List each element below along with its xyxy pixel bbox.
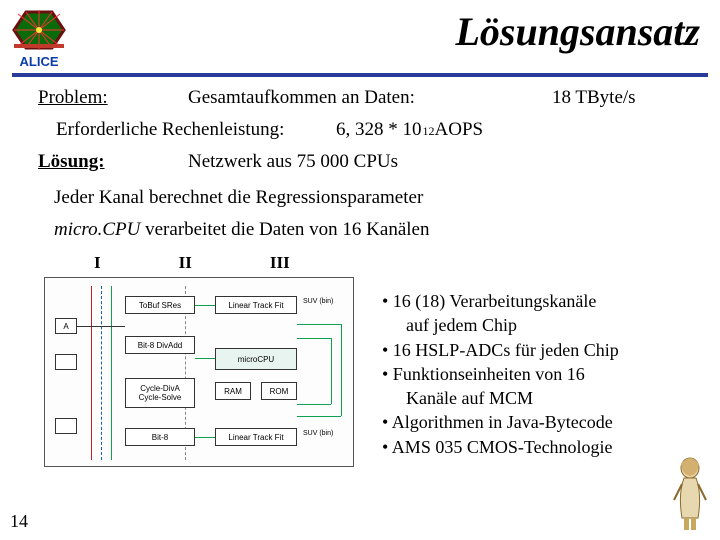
diag-suv1: SUV (bin) — [303, 298, 333, 305]
diag-ltf1: Linear Track Fit — [215, 296, 297, 314]
diag-suv2: SUV (bin) — [303, 430, 333, 437]
diag-rom: ROM — [261, 382, 297, 400]
microcpu-line: micro.CPU verarbeitet die Daten von 16 K… — [0, 219, 720, 241]
slide-title: Lösungsansatz — [86, 8, 708, 55]
logo-text: ALICE — [20, 54, 59, 69]
solution-label: Lösung: — [38, 151, 188, 173]
logo-block: ALICE — [12, 8, 66, 69]
diag-tobuf: ToBuf SRes — [125, 296, 195, 314]
page-number: 14 — [10, 511, 28, 532]
comp-base: 6, 328 * 10 — [336, 119, 422, 141]
solution-row: Lösung: Netzwerk aus 75 000 CPUs — [38, 151, 682, 173]
diag-cycle: Cycle-DivA Cycle-Solve — [125, 378, 195, 408]
comp-unit: AOPS — [435, 119, 484, 141]
microcpu-rest: verarbeitet die Daten von 16 Kanälen — [140, 219, 429, 240]
data-throughput-value: 18 TByte/s — [552, 87, 682, 109]
roman-1: I — [94, 253, 101, 273]
horizontal-rule — [12, 73, 708, 77]
bullet-item: • AMS 035 CMOS-Technologie — [378, 435, 708, 459]
roman-labels: I II III — [0, 253, 720, 273]
diag-microcpu: microCPU — [215, 348, 297, 370]
block-diagram: A ToBuf SRes Bit-8 DivAdd Cycle-DivA Cyc… — [44, 277, 354, 467]
regression-line: Jeder Kanal berechnet die Regressionspar… — [0, 187, 720, 209]
bullet-item: • Funktionseinheiten von 16 — [378, 362, 708, 386]
diag-bit8: Bit-8 DivAdd — [125, 336, 195, 354]
bullet-item: • Algorithmen in Java-Bytecode — [378, 410, 708, 434]
bullet-list: • 16 (18) Verarbeitungskanäle auf jedem … — [354, 277, 708, 459]
bullet-item: auf jedem Chip — [378, 313, 708, 337]
data-throughput-label: Gesamtaufkommen an Daten: — [188, 87, 552, 109]
diag-bit8b: Bit-8 — [125, 428, 195, 446]
computing-label: Erforderliche Rechenleistung: — [56, 119, 336, 141]
roman-3: III — [270, 253, 290, 273]
bullet-item: • 16 (18) Verarbeitungskanäle — [378, 289, 708, 313]
bullet-item: • 16 HSLP-ADCs für jeden Chip — [378, 338, 708, 362]
bullet-item: Kanäle auf MCM — [378, 386, 708, 410]
microcpu-prefix: micro.CPU — [54, 219, 140, 240]
computing-row: Erforderliche Rechenleistung: 6, 328 * 1… — [38, 119, 682, 141]
diag-ram: RAM — [215, 382, 251, 400]
problem-label: Problem: — [38, 87, 188, 109]
roman-2: II — [179, 253, 192, 273]
computing-value: 6, 328 * 1012 AOPS — [336, 119, 483, 141]
diag-ltf2: Linear Track Fit — [215, 428, 297, 446]
mascot-icon — [668, 454, 712, 534]
problem-data-row: Problem: Gesamtaufkommen an Daten: 18 TB… — [38, 87, 682, 109]
comp-exp: 12 — [423, 124, 435, 139]
solution-text: Netzwerk aus 75 000 CPUs — [188, 151, 398, 173]
alice-logo-icon — [12, 8, 66, 52]
